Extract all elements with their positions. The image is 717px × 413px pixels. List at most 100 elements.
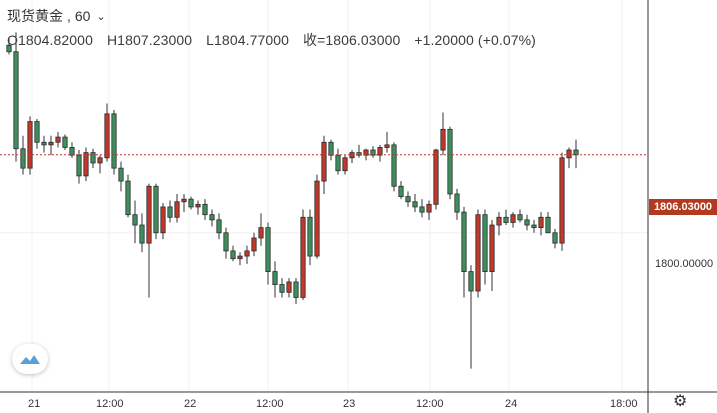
candle-body [531, 224, 537, 229]
candle-body [251, 237, 257, 252]
candle-body [440, 128, 446, 151]
candle-body [20, 148, 26, 169]
candle-body [83, 152, 89, 177]
low-value: L1804.77000 [206, 32, 290, 48]
candle-body [55, 136, 61, 143]
change-value: +1.20000 (+0.07%) [414, 32, 536, 48]
legend: 现货黄金 , 60 ⌄ O1804.82000 H1807.23000 L180… [7, 6, 546, 50]
time-axis-label: 22 [184, 398, 197, 410]
candle-body [27, 121, 33, 169]
time-axis-label: 12:00 [96, 398, 124, 410]
candle-body [153, 185, 159, 234]
candle-body [258, 227, 264, 239]
candle-body [524, 219, 530, 226]
candle-body [293, 281, 299, 298]
candle-body [461, 211, 467, 273]
candle-body [132, 214, 138, 226]
high-value: H1807.23000 [106, 32, 193, 48]
candle-body [34, 121, 40, 143]
candle-body [489, 224, 495, 272]
candle-body [475, 214, 481, 292]
candle-body [468, 271, 474, 292]
candle-body [321, 141, 327, 182]
candle-body [377, 147, 383, 156]
time-axis-label: 23 [343, 398, 356, 410]
chevron-down-icon[interactable]: ⌄ [96, 10, 106, 23]
candle-body [125, 180, 131, 216]
candle-body [202, 203, 208, 216]
candle-body [503, 216, 509, 223]
candle-body [265, 227, 271, 272]
candle-body [272, 271, 278, 285]
candle-body [230, 250, 236, 260]
time-axis-label: 24 [505, 398, 518, 410]
candle-body [552, 232, 558, 244]
candle-body [76, 154, 82, 177]
candle-body [62, 136, 68, 148]
time-axis-label: 12:00 [416, 398, 444, 410]
candle-body [90, 152, 96, 164]
candle-body [216, 219, 222, 234]
candle-body [223, 232, 229, 252]
candle-body [307, 216, 313, 257]
current-price-tag: 1806.03000 [649, 199, 717, 215]
candles [6, 32, 579, 369]
candle-body [496, 216, 502, 226]
candle-body [118, 167, 124, 182]
symbol-name[interactable]: 现货黄金 [7, 8, 63, 24]
candle-body [384, 144, 390, 148]
candle-body [482, 214, 488, 272]
candle-body [566, 149, 572, 159]
candle-body [244, 250, 250, 257]
candle-body [167, 206, 173, 218]
candle-body [139, 224, 145, 244]
candle-body [160, 206, 166, 234]
candle-body [538, 216, 544, 229]
candle-body [279, 284, 285, 293]
candle-body [398, 185, 404, 197]
candle-body [405, 196, 411, 203]
candle-body [426, 203, 432, 213]
candle-body [48, 141, 54, 146]
candle-body [41, 141, 47, 146]
candle-body [111, 113, 117, 169]
time-axis-label: 21 [28, 398, 41, 410]
candle-body [286, 281, 292, 293]
candle-body [237, 255, 243, 260]
candle-body [104, 113, 110, 159]
open-value: O1804.82000 [7, 32, 93, 48]
candle-body [300, 216, 306, 298]
symbol-row[interactable]: 现货黄金 , 60 ⌄ [7, 6, 546, 26]
close-value: 收=1806.03000 [303, 32, 401, 48]
candle-body [573, 149, 579, 156]
gear-icon[interactable]: ⚙ [673, 393, 688, 410]
candle-body [69, 147, 75, 156]
candle-body [209, 214, 215, 221]
interval-label[interactable]: 60 [74, 8, 91, 24]
candle-body [447, 128, 453, 195]
comma-separator: , [67, 8, 71, 24]
candle-body [97, 157, 103, 164]
candle-body [174, 201, 180, 218]
grid-lines [0, 0, 648, 392]
candle-body [6, 44, 12, 53]
candle-body [188, 198, 194, 208]
candle-body [13, 51, 19, 150]
candle-body [454, 193, 460, 213]
candle-body [328, 141, 334, 156]
candle-body [335, 154, 341, 172]
time-axis-label: 18:00 [610, 398, 638, 410]
tradingview-logo-button[interactable] [12, 344, 48, 374]
candle-body [342, 157, 348, 172]
time-axis-label: 12:00 [256, 398, 284, 410]
candle-body [559, 157, 565, 244]
candle-body [419, 206, 425, 213]
candle-body [412, 201, 418, 208]
ohlc-row: O1804.82000 H1807.23000 L1804.77000 收=18… [7, 30, 546, 50]
candle-body [545, 216, 551, 234]
candle-body [356, 152, 362, 156]
candle-body [195, 203, 201, 208]
